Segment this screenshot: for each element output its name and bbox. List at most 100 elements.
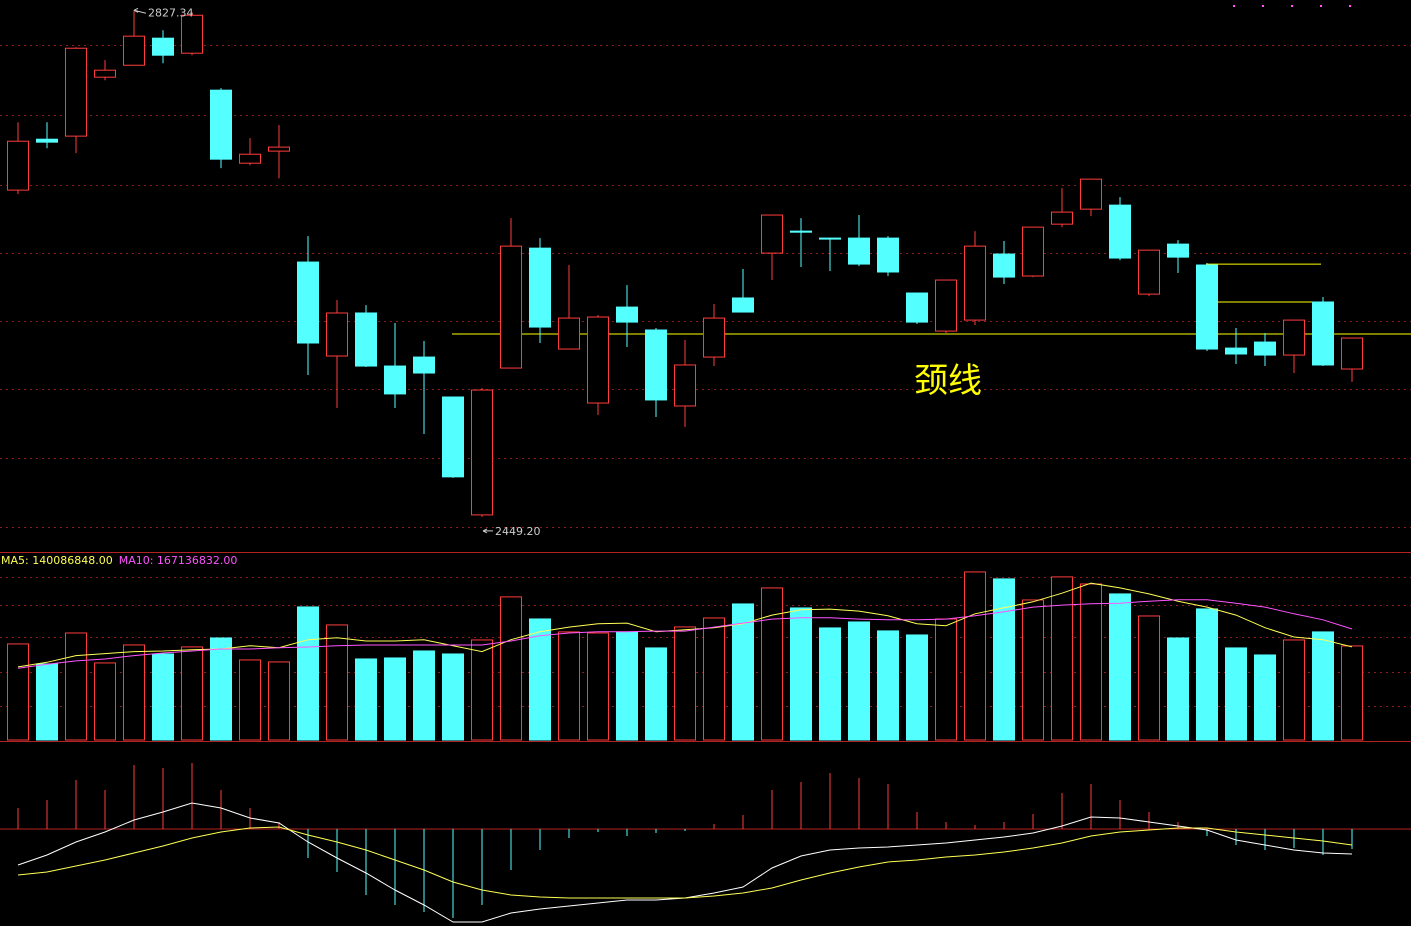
volume-bar xyxy=(152,653,174,741)
candle-body xyxy=(326,312,348,357)
candle-body xyxy=(500,245,522,369)
volume-bar xyxy=(877,630,899,741)
candle-body xyxy=(94,69,116,78)
dot xyxy=(1349,5,1351,7)
volume-bar xyxy=(964,571,986,741)
volume-bar xyxy=(123,644,145,741)
candle-body xyxy=(181,14,203,54)
volume-bar xyxy=(1109,593,1131,741)
candle-body xyxy=(1109,204,1131,259)
candle-body xyxy=(413,356,435,374)
volume-bar xyxy=(268,661,290,741)
volume-bar xyxy=(1254,654,1276,741)
ma-line xyxy=(17,582,1353,668)
candle-body xyxy=(36,138,58,143)
volume-bar xyxy=(355,658,377,741)
candle-body xyxy=(471,389,493,516)
candle-body xyxy=(442,396,464,478)
volume-bar xyxy=(384,657,406,741)
ma-line xyxy=(17,599,1353,669)
volume-bar xyxy=(529,618,551,741)
candle-body xyxy=(1341,337,1363,370)
volume-bar xyxy=(674,626,696,741)
dot xyxy=(1262,5,1264,7)
volume-bar xyxy=(935,618,957,741)
neckline-label: 颈线 xyxy=(914,361,982,401)
volume-bar xyxy=(819,627,841,741)
candle-body xyxy=(616,306,638,323)
volume-bar xyxy=(645,647,667,741)
candle-body xyxy=(123,35,145,66)
price-grid xyxy=(0,45,1411,528)
volume-bar xyxy=(703,617,725,741)
volume-bar xyxy=(413,650,435,741)
candle-body xyxy=(877,237,899,273)
volume-bar xyxy=(1080,583,1102,741)
volume-bar xyxy=(1312,631,1334,741)
volume-bar xyxy=(616,631,638,741)
candle-body xyxy=(819,237,841,240)
volume-bar xyxy=(1341,645,1363,741)
low-arrow xyxy=(482,528,493,534)
candle-body xyxy=(1254,341,1276,356)
candle-body xyxy=(268,146,290,152)
volume-bar xyxy=(558,631,580,741)
legend-label: MA10: 167136832.00 xyxy=(119,554,238,567)
candle-body xyxy=(761,214,783,254)
candle-body xyxy=(1080,178,1102,210)
candle-body xyxy=(1225,347,1247,355)
legend-label: MA5: 140086848.00 xyxy=(1,554,113,567)
dot xyxy=(1320,5,1322,7)
volume-bar xyxy=(65,632,87,741)
high-label: 2827.34 xyxy=(148,6,194,19)
candle-body xyxy=(848,237,870,265)
candle-body xyxy=(703,317,725,358)
volume-bar xyxy=(297,606,319,741)
candle-body xyxy=(1022,226,1044,277)
candle-body xyxy=(1312,301,1334,366)
volume-bar xyxy=(7,643,29,741)
candle-body xyxy=(529,247,551,328)
volume-bar xyxy=(993,578,1015,741)
candle-body xyxy=(65,47,87,137)
volume-bar xyxy=(500,596,522,741)
volume-bar xyxy=(761,587,783,741)
dot xyxy=(1291,5,1293,7)
high-arrow xyxy=(133,7,147,14)
volume-bar xyxy=(239,659,261,741)
volume-bar xyxy=(36,663,58,741)
candle-body xyxy=(993,253,1015,278)
candle-body xyxy=(152,37,174,56)
candle-body xyxy=(906,292,928,323)
volume-bar xyxy=(442,653,464,741)
candle-body xyxy=(935,279,957,332)
volume-bar xyxy=(732,603,754,741)
volume-bar xyxy=(906,634,928,741)
macd-line xyxy=(17,826,1353,899)
volume-bar xyxy=(94,662,116,741)
volume-bar xyxy=(1283,639,1305,741)
candle-body xyxy=(587,316,609,404)
candle-body xyxy=(964,245,986,321)
volume-bar xyxy=(1167,637,1189,741)
candle-body xyxy=(1138,249,1160,295)
volume-bar xyxy=(587,632,609,741)
volume-bar xyxy=(1022,599,1044,741)
volume-bar xyxy=(790,607,812,741)
candle-body xyxy=(1167,243,1189,258)
candle-body xyxy=(1051,211,1073,225)
candle-body xyxy=(239,153,261,164)
candle-body xyxy=(790,230,812,233)
candle-body xyxy=(384,365,406,395)
candle-body xyxy=(210,89,232,160)
volume-bar xyxy=(1225,647,1247,741)
candle-body xyxy=(355,312,377,367)
volume-bar xyxy=(1051,576,1073,741)
candle-body xyxy=(1283,319,1305,356)
dot xyxy=(1233,5,1235,7)
volume-bar xyxy=(326,624,348,741)
candle-body xyxy=(645,329,667,401)
candle-body xyxy=(1196,264,1218,350)
